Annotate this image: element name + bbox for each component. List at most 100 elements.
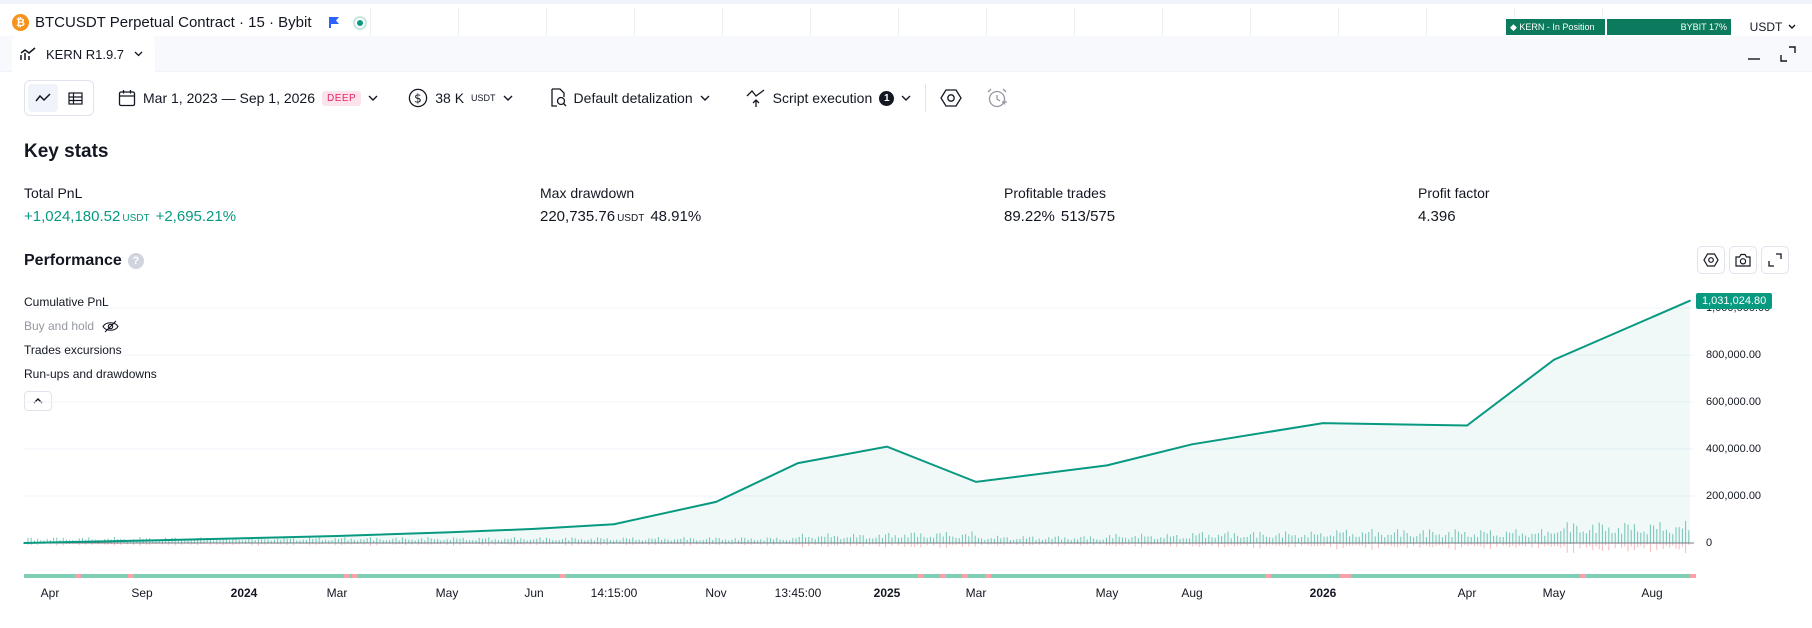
- dollar-circle-icon: $: [408, 88, 428, 108]
- line-chart-icon: [35, 93, 51, 102]
- currency-dropdown[interactable]: USDT: [1742, 16, 1804, 38]
- symbol-title[interactable]: ₿ BTCUSDT Perpetual Contract · 15 · Bybi…: [12, 14, 367, 31]
- bitcoin-icon: ₿: [12, 14, 29, 31]
- key-stats-title: Key stats: [24, 141, 109, 162]
- detalization-dropdown[interactable]: Default detalization: [543, 80, 716, 116]
- minimize-button[interactable]: [1744, 44, 1764, 64]
- profit-factor-label: Profit factor: [1418, 185, 1490, 201]
- script-execution-icon: [746, 89, 765, 107]
- x-tick-label: May: [435, 586, 459, 600]
- losing-trade-marker: [1345, 574, 1351, 578]
- cumulative-pnl-point: [1466, 424, 1468, 427]
- performance-chart[interactable]: [0, 280, 1812, 586]
- chart-settings-button[interactable]: [1697, 246, 1725, 274]
- losing-trade-marker: [940, 574, 946, 578]
- cumulative-pnl-point: [1191, 443, 1193, 446]
- max-drawdown-label: Max drawdown: [540, 185, 635, 201]
- losing-trade-marker: [1340, 574, 1346, 578]
- initial-capital-dropdown[interactable]: $ 38 K USDT: [402, 80, 518, 116]
- chevron-down-icon: [700, 95, 710, 101]
- position-label: ◆ KERN - In Position: [1506, 19, 1607, 35]
- cumulative-pnl-point: [1322, 422, 1324, 424]
- screenshot-button[interactable]: [1729, 246, 1757, 274]
- x-tick-label: 2024: [230, 586, 258, 600]
- maximize-button[interactable]: [1778, 44, 1798, 64]
- legend-trades-excursions[interactable]: Trades excursions: [24, 343, 122, 357]
- legend-cumulative-pnl[interactable]: Cumulative PnL: [24, 295, 109, 309]
- max-drawdown-unit: USDT: [617, 213, 645, 224]
- symbol-title-text: BTCUSDT Perpetual Contract · 15 · Bybit: [35, 14, 312, 31]
- fullscreen-icon: [1768, 253, 1782, 267]
- minimize-icon: [1748, 58, 1760, 60]
- script-execution-dropdown[interactable]: Script execution 1: [740, 80, 918, 116]
- total-pnl-percent: +2,695.21%: [155, 208, 237, 225]
- chevron-down-icon: [901, 95, 911, 101]
- top-bar: ₿ BTCUSDT Perpetual Contract · 15 · Bybi…: [0, 0, 1812, 36]
- total-pnl-stat: Total PnL +1,024,180.52 USDT +2,695.21%: [24, 185, 236, 225]
- script-execution-label: Script execution: [772, 90, 873, 106]
- table-icon: [67, 91, 83, 105]
- total-pnl-unit: USDT: [122, 213, 150, 224]
- losing-trade-marker: [1690, 574, 1696, 578]
- date-range-label: Mar 1, 2023 — Sep 1, 2026: [143, 90, 315, 106]
- x-tick-label: May: [1095, 586, 1119, 600]
- maximize-icon: [1780, 46, 1796, 62]
- total-pnl-label: Total PnL: [24, 185, 83, 201]
- max-drawdown-percent: 48.91%: [650, 208, 702, 225]
- settings-button[interactable]: [934, 80, 968, 116]
- fullscreen-button[interactable]: [1761, 246, 1789, 274]
- cumulative-pnl-point: [1106, 464, 1108, 467]
- profitable-trades-label: Profitable trades: [1004, 185, 1106, 201]
- chevron-down-icon: [503, 95, 513, 101]
- profitable-trades-percent: 89.22%: [1004, 208, 1055, 225]
- background-grid: [370, 8, 1622, 36]
- alarm-clock-icon: [987, 88, 1008, 108]
- currency-label: USDT: [1749, 20, 1783, 34]
- cumulative-pnl-point: [23, 542, 25, 544]
- view-switcher: [24, 80, 94, 116]
- x-tick-label: Apr: [40, 586, 60, 600]
- cumulative-pnl-point: [886, 445, 888, 448]
- x-tick-label: Mar: [326, 586, 348, 600]
- chart-view-button[interactable]: [28, 84, 58, 112]
- cumulative-pnl-point: [1553, 358, 1555, 361]
- x-tick-label: 2025: [873, 586, 901, 600]
- cumulative-pnl-area: [24, 300, 1690, 543]
- y-tick-label: 200,000.00: [1706, 490, 1762, 502]
- losing-trade-marker: [560, 574, 566, 578]
- deep-badge: DEEP: [322, 90, 362, 106]
- x-tick-label: Nov: [705, 586, 727, 600]
- x-tick-label: Aug: [1641, 586, 1663, 600]
- legend-buy-and-hold[interactable]: Buy and hold: [24, 319, 119, 333]
- svg-text:$: $: [414, 91, 422, 105]
- strategy-name: KERN R1.9.7: [46, 46, 125, 62]
- capital-unit: USDT: [471, 93, 496, 103]
- x-tick-label: Aug: [1181, 586, 1203, 600]
- losing-trade-marker: [962, 574, 968, 578]
- y-tick-label: 600,000.00: [1706, 396, 1762, 408]
- strategy-chart-icon: [20, 47, 36, 60]
- toolbar-divider: [925, 84, 927, 112]
- magnifier-document-icon: [550, 88, 567, 107]
- x-tick-label: Sep: [131, 586, 153, 600]
- alert-button[interactable]: [980, 80, 1014, 116]
- flag-icon[interactable]: [328, 16, 341, 29]
- table-view-button[interactable]: [60, 84, 90, 112]
- live-status-icon: [352, 15, 367, 30]
- strategy-tab[interactable]: KERN R1.9.7: [12, 36, 156, 72]
- losing-trade-marker: [1265, 574, 1271, 578]
- cumulative-pnl-point: [336, 535, 338, 537]
- settings-icon: [1703, 253, 1719, 267]
- date-range-picker[interactable]: Mar 1, 2023 — Sep 1, 2026 DEEP: [112, 80, 384, 116]
- chevron-down-icon: [1788, 24, 1796, 29]
- y-tick-label: 800,000.00: [1706, 349, 1762, 361]
- max-drawdown-stat: Max drawdown 220,735.76 USDT 48.91%: [540, 185, 701, 225]
- legend-runups-drawdowns[interactable]: Run-ups and drawdowns: [24, 367, 157, 381]
- x-tick-label: Jun: [524, 586, 544, 600]
- cumulative-pnl-point: [243, 537, 245, 540]
- help-icon[interactable]: ?: [127, 253, 144, 269]
- x-axis-labels: Apr Sep 2024 Mar May Jun 14:15:00 Nov 13:45:00 20…: [0, 586, 1700, 606]
- losing-trade-marker: [75, 574, 81, 578]
- cumulative-pnl-point: [613, 523, 615, 525]
- performance-title: Performance ?: [24, 252, 144, 270]
